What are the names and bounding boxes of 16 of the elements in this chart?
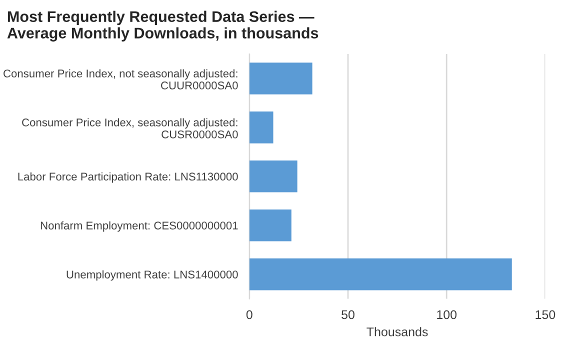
chart-title: Most Frequently Requested Data Series — Average Monthly Downloads, in thousands	[7, 10, 318, 42]
bar	[249, 62, 312, 94]
y-tick-label: Consumer Price Index, seasonally adjusted: CUSR0000SA0	[22, 118, 238, 138]
x-tick-label: 50	[342, 310, 354, 320]
y-tick-label: Labor Force Participation Rate: LNS1130000	[18, 172, 238, 183]
y-tick-label: Consumer Price Index, not seasonally adjusted: CUUR0000SA0	[4, 69, 238, 90]
x-tick-label: 150	[536, 310, 556, 320]
bar	[249, 112, 274, 144]
y-tick-label: Unemployment Rate: LNS1400000	[66, 270, 238, 281]
x-tick-label: 0	[246, 310, 252, 320]
x-axis-title: Thousands	[366, 327, 428, 336]
x-tick-label: 100	[437, 310, 457, 320]
bar	[249, 160, 298, 192]
bar	[249, 258, 512, 290]
y-tick-label: Nonfarm Employment: CES0000000001	[40, 221, 238, 232]
bar	[249, 209, 292, 242]
